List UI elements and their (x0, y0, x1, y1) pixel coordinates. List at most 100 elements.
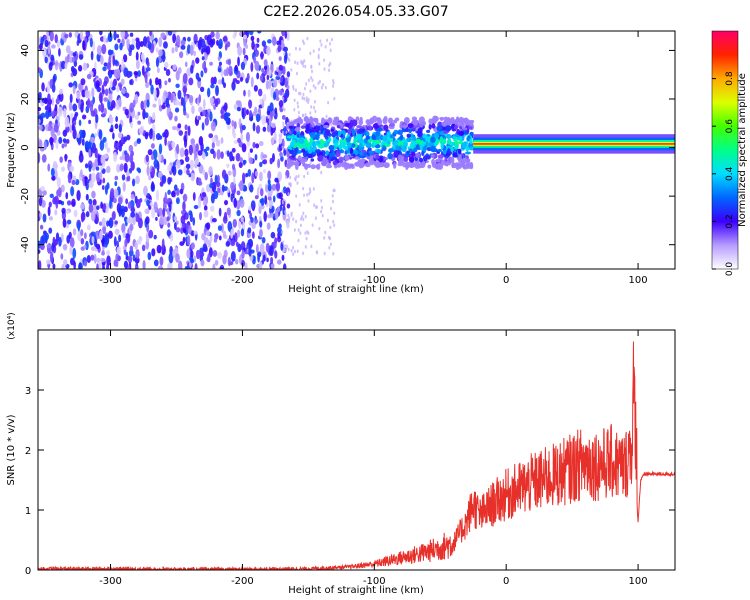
spectrogram-cell (310, 105, 313, 109)
spectrogram-cell (224, 111, 229, 122)
spectrogram-cell (401, 139, 408, 143)
spectrogram-cell (357, 129, 363, 135)
spectrogram-cell (78, 83, 82, 91)
spectrogram-cell (275, 181, 281, 192)
spectrogram-cell (305, 236, 308, 241)
spectrogram-cell (452, 162, 458, 169)
spectrogram-cell (193, 230, 198, 235)
spectrogram-cell (158, 78, 162, 86)
spectrogram-cell (144, 112, 149, 119)
spectrogram-cell (164, 136, 167, 147)
spectrogram-cell (277, 45, 282, 53)
spectrogram-cell (90, 110, 96, 117)
spectrogram-cell (50, 54, 55, 62)
spectrogram-cell (282, 91, 285, 96)
spectrogram-cell (274, 250, 278, 259)
spectrogram-cell (320, 198, 323, 203)
spectrogram-cell (262, 93, 267, 102)
spectrogram-cell (248, 157, 254, 165)
spectrogram-cell (186, 44, 191, 55)
spectrogram-cell (82, 129, 86, 139)
spectrogram-cell (151, 248, 156, 257)
spectrogram-cell (134, 265, 139, 269)
spectrogram-cell (164, 91, 169, 97)
spectrogram-cell (242, 159, 247, 164)
spectrogram-cell (388, 117, 394, 124)
spectrogram-cell (149, 78, 152, 86)
spectrogram-cell (142, 36, 148, 47)
spectrogram-cell (195, 57, 200, 64)
spectrogram-cell (58, 236, 62, 247)
spectrogram-cell (274, 177, 279, 183)
spectrogram-cell (175, 34, 181, 46)
spectrogram-cell (336, 125, 341, 129)
spectrogram-cell (217, 56, 221, 61)
spectrogram-cell (146, 36, 150, 44)
spectrogram-cell (54, 33, 58, 44)
spectrogram-cell (331, 156, 338, 161)
spectrogram-cell (397, 142, 402, 146)
spectrogram-cell (217, 79, 223, 85)
spectrogram-cell (124, 33, 130, 38)
spectrogram-cell (47, 44, 51, 55)
spectrogram-cell (205, 45, 211, 55)
spectrogram-cell (118, 234, 122, 243)
spectrogram-cell (418, 157, 424, 163)
spectrogram-cell (38, 67, 42, 74)
spectrogram-cell (224, 43, 228, 51)
spectrogram-cell (128, 71, 133, 77)
spectrogram-cell (76, 91, 81, 100)
spectrogram-cell (77, 221, 81, 232)
spectrogram-cell (114, 123, 119, 130)
spectrogram-cell (60, 184, 65, 193)
spectrogram-cell (200, 259, 205, 267)
spectrogram-cell (294, 60, 297, 64)
spectrogram-cell (112, 132, 115, 140)
spectrogram-cell (250, 35, 255, 42)
spectrogram-cell (332, 252, 335, 256)
spectrogram-cell (182, 201, 186, 212)
spectrogram-cell (139, 198, 143, 203)
spectrogram-cell (104, 141, 108, 150)
spectrogram-cell (172, 64, 177, 71)
spectrogram-cell (418, 116, 425, 123)
spectrogram-cell (318, 226, 321, 231)
spectrogram-cell (276, 40, 281, 46)
spectrogram-cell (174, 45, 179, 53)
spectrogram-cell (41, 82, 45, 92)
spectrogram-cell (124, 238, 128, 248)
spectrogram-cell (58, 136, 63, 144)
spectrogram-cell (179, 147, 185, 158)
spectrogram-cell (160, 32, 166, 39)
spectrogram-cell (184, 265, 189, 269)
spectrogram-cell (281, 39, 284, 44)
spectrogram-cell (151, 181, 155, 191)
spectrogram-cell (64, 153, 68, 162)
spectrogram-cell (325, 150, 330, 156)
spectrogram-cell (430, 154, 435, 158)
spectrogram-cell (194, 263, 198, 269)
spectrogram-cell (254, 195, 259, 200)
spectrogram-cell (241, 172, 246, 182)
spectrogram-cell (359, 161, 363, 167)
spectrogram-cell (303, 174, 306, 179)
spectrogram-cell (166, 229, 171, 237)
spectrogram-cell (406, 150, 410, 155)
spectrogram-cell (215, 31, 220, 40)
spectrogram-cell (395, 144, 399, 151)
spectrogram-cell (230, 182, 235, 191)
spectrogram-cell (150, 143, 155, 149)
spectrogram-marks (38, 31, 675, 269)
spectrogram-cell (322, 82, 325, 87)
spectrogram-cell (231, 147, 236, 153)
spectrogram-cell (154, 77, 159, 86)
spectrogram-cell (177, 123, 182, 129)
spectrogram-cell (383, 157, 388, 161)
spectrogram-cell (307, 199, 310, 203)
spectrogram-cell (288, 182, 291, 186)
spectrogram-cell (121, 223, 126, 234)
spectrogram-cell (86, 224, 91, 231)
spectrogram-cell (304, 112, 307, 117)
spectrogram-cell (136, 239, 142, 245)
spectrogram-tone-band (473, 143, 675, 145)
